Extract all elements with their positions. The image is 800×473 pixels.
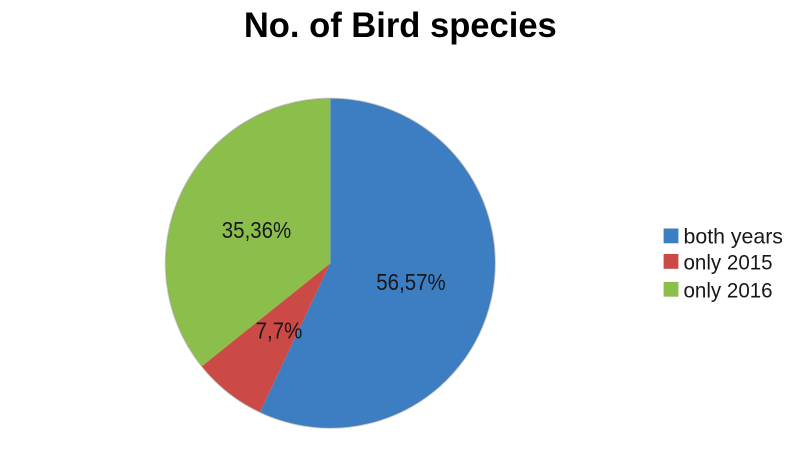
svg-text:35,36%: 35,36% (222, 217, 291, 243)
svg-text:only 2015: only 2015 (684, 251, 773, 274)
svg-text:56,57%: 56,57% (376, 269, 445, 295)
svg-text:only 2016: only 2016 (684, 279, 773, 302)
svg-text:No. of Bird species: No. of Bird species (244, 7, 557, 45)
svg-text:7,7%: 7,7% (256, 317, 303, 343)
svg-text:both years: both years (684, 225, 783, 249)
